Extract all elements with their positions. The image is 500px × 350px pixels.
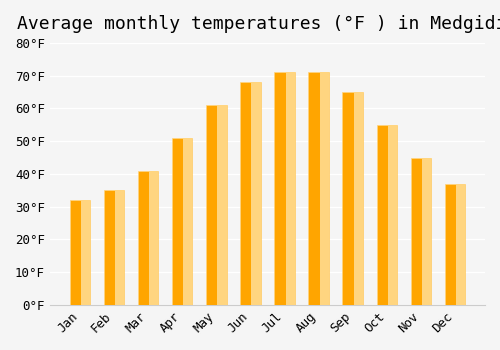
Bar	[422, 158, 431, 305]
Bar	[252, 82, 260, 305]
Bar	[308, 72, 329, 305]
Bar	[274, 72, 294, 305]
Bar	[388, 125, 397, 305]
Bar	[70, 200, 90, 305]
Bar	[104, 190, 124, 305]
Bar	[376, 125, 397, 305]
Bar	[410, 158, 431, 305]
Title: Average monthly temperatures (°F ) in Medgidia: Average monthly temperatures (°F ) in Me…	[18, 15, 500, 33]
Bar	[320, 72, 329, 305]
Bar	[456, 184, 465, 305]
Bar	[342, 92, 363, 305]
Bar	[218, 105, 226, 305]
Bar	[81, 200, 90, 305]
Bar	[286, 72, 294, 305]
Bar	[138, 171, 158, 305]
Bar	[206, 105, 227, 305]
Bar	[445, 184, 465, 305]
Bar	[115, 190, 124, 305]
Bar	[354, 92, 363, 305]
Bar	[240, 82, 260, 305]
Bar	[183, 138, 192, 305]
Bar	[172, 138, 193, 305]
Bar	[149, 171, 158, 305]
